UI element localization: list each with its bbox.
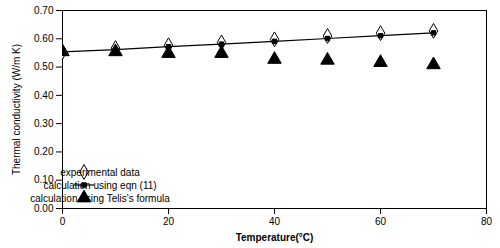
svg-text:40: 40 xyxy=(269,216,281,227)
svg-text:0.30: 0.30 xyxy=(34,118,54,129)
svg-text:experimental data: experimental data xyxy=(60,167,140,178)
svg-text:0.20: 0.20 xyxy=(34,146,54,157)
svg-text:0.40: 0.40 xyxy=(34,90,54,101)
svg-text:calculation using eqn (11): calculation using eqn (11) xyxy=(43,180,156,191)
svg-text:0: 0 xyxy=(60,216,66,227)
svg-text:Temperature(°C): Temperature(°C) xyxy=(236,232,314,243)
svg-text:Thermal conductivity (W/m K): Thermal conductivity (W/m K) xyxy=(11,44,22,175)
svg-text:60: 60 xyxy=(375,216,387,227)
svg-text:20: 20 xyxy=(163,216,175,227)
svg-text:80: 80 xyxy=(481,216,493,227)
svg-text:0.50: 0.50 xyxy=(34,61,54,72)
svg-text:0.70: 0.70 xyxy=(34,5,54,16)
svg-text:0.60: 0.60 xyxy=(34,33,54,44)
svg-text:calculation using Telis's form: calculation using Telis's formula xyxy=(30,193,170,204)
svg-text:0.00: 0.00 xyxy=(34,203,54,214)
